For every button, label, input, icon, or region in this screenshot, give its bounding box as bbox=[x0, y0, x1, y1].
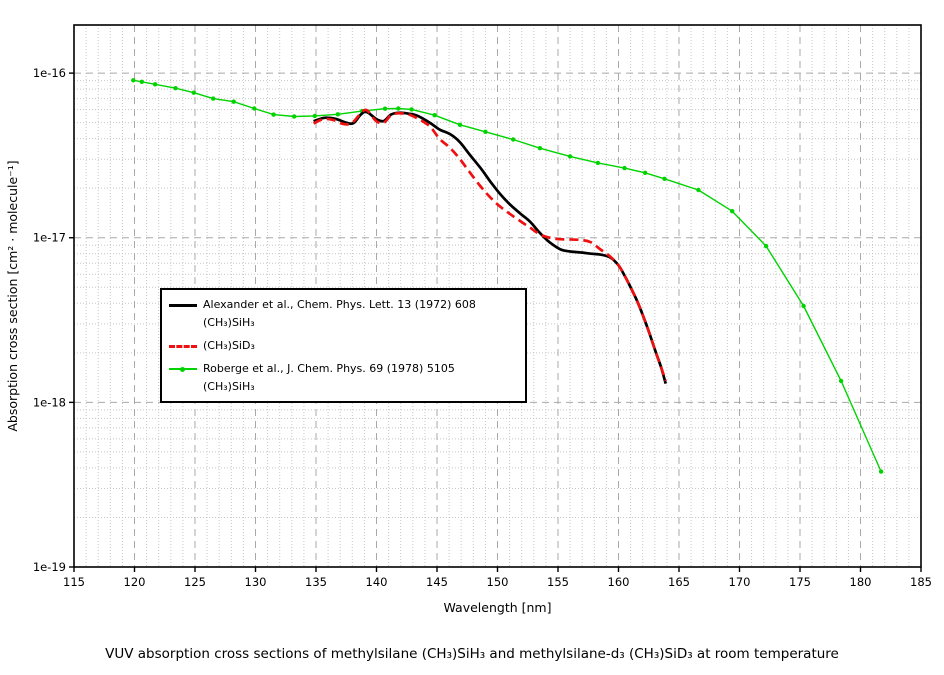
x-tick-label: 180 bbox=[850, 575, 872, 589]
black-solid-line-icon bbox=[169, 304, 197, 307]
legend-sample-black-solid-line bbox=[169, 296, 197, 314]
x-tick-label: 120 bbox=[124, 575, 146, 589]
red-dashed-line-icon bbox=[169, 345, 197, 348]
series-line-roberge-sih3-markers bbox=[131, 78, 884, 474]
legend-sample-green-marker-line bbox=[169, 360, 197, 378]
x-tick-label: 170 bbox=[729, 575, 751, 589]
figure-caption: VUV absorption cross sections of methyls… bbox=[105, 646, 839, 662]
legend-entry-alexander-sih3: Alexander et al., Chem. Phys. Lett. 13 (… bbox=[169, 296, 525, 332]
y-axis-title: Absorption cross section [cm² · molecule… bbox=[5, 160, 20, 431]
x-tick-label: 150 bbox=[487, 575, 509, 589]
x-tick-label: 115 bbox=[63, 575, 85, 589]
x-tick-label: 160 bbox=[608, 575, 630, 589]
x-tick-label: 175 bbox=[789, 575, 811, 589]
x-axis-title: Wavelength [nm] bbox=[444, 600, 552, 615]
legend-label-sid3-formula: (CH₃)SiD₃ bbox=[203, 339, 255, 352]
x-tick-label: 165 bbox=[668, 575, 690, 589]
x-tick-label: 135 bbox=[305, 575, 327, 589]
series-line-roberge-sih3 bbox=[133, 79, 882, 472]
legend-entry-roberge-sih3: Roberge et al., J. Chem. Phys. 69 (1978)… bbox=[169, 360, 525, 396]
y-tick-label: 1e-18 bbox=[33, 395, 66, 409]
green-dot-marker-icon bbox=[180, 366, 185, 372]
x-tick-label: 130 bbox=[245, 575, 267, 589]
legend-box: Alexander et al., Chem. Phys. Lett. 13 (… bbox=[160, 288, 527, 403]
series-line-ch3-sid3 bbox=[313, 108, 667, 382]
x-tick-label: 145 bbox=[426, 575, 448, 589]
x-tick-label: 125 bbox=[184, 575, 206, 589]
legend-label-alexander-formula: (CH₃)SiH₃ bbox=[203, 316, 255, 329]
y-tick-label: 1e-17 bbox=[33, 231, 66, 245]
axis-tick-labels: 115 120 125 130 135 140 145 150 155 160 165 170 175 1… bbox=[33, 66, 932, 589]
x-tick-label: 155 bbox=[547, 575, 569, 589]
y-tick-label: 1e-16 bbox=[33, 66, 66, 80]
legend-label-alexander-reference: Alexander et al., Chem. Phys. Lett. 13 (… bbox=[203, 298, 476, 311]
x-tick-label: 140 bbox=[366, 575, 388, 589]
legend-entry-sid3: (CH₃)SiD₃ bbox=[169, 337, 525, 355]
legend-sample-red-dashed-line bbox=[169, 337, 197, 355]
legend-label-roberge-reference: Roberge et al., J. Chem. Phys. 69 (1978)… bbox=[203, 362, 455, 375]
axis-ticks bbox=[69, 72, 922, 572]
legend-label-roberge-formula: (CH₃)SiH₃ bbox=[203, 380, 255, 393]
y-tick-label: 1e-19 bbox=[33, 560, 66, 574]
x-tick-label: 185 bbox=[910, 575, 932, 589]
